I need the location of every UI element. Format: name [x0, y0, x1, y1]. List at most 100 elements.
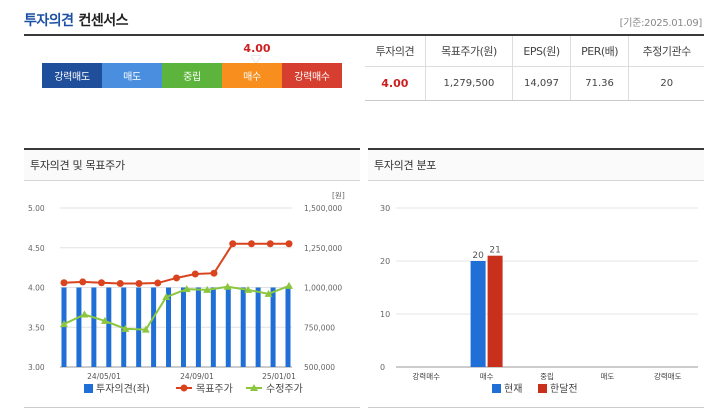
- consensus-header-row: 투자의견 목표주가(원) EPS(원) PER(배) 추정기관수: [365, 36, 704, 67]
- section-title: 투자의견 컨센서스: [24, 10, 129, 30]
- y-tick-label: 20: [380, 257, 390, 266]
- opinion-pointer-icon: [251, 56, 261, 63]
- y-right-tick-label: 750,000: [304, 323, 335, 332]
- y-tick-label: 30: [380, 204, 390, 213]
- y-right-tick-label: 1,000,000: [304, 284, 342, 293]
- series-point: [60, 279, 68, 287]
- opinion-bar: [255, 287, 261, 367]
- legend-swatch: [180, 384, 188, 392]
- opinion-scale-segment: 중립: [162, 63, 222, 88]
- distribution-bar: [470, 261, 486, 367]
- series-point: [173, 274, 180, 282]
- series-point: [100, 316, 109, 324]
- y-tick-label: 10: [380, 310, 390, 319]
- series-point: [135, 280, 143, 288]
- consensus-value-cell: 4.00: [365, 66, 426, 101]
- series-point: [203, 285, 212, 293]
- series-point: [229, 240, 237, 248]
- y-right-unit-label: [원]: [332, 191, 345, 200]
- x-tick-label: 24/09/01: [180, 372, 214, 381]
- x-tick-label: 매수: [480, 372, 494, 381]
- opinion-scale-segment: 강력매수: [282, 63, 342, 88]
- top-divider: [24, 34, 704, 36]
- opinion-bar: [166, 287, 172, 367]
- bar-data-label: 20: [472, 251, 484, 261]
- consensus-header-cell: EPS(원): [512, 36, 571, 67]
- reference-date: [기준:2025.01.09]: [619, 18, 703, 29]
- legend-label: 투자의견(좌): [96, 383, 150, 395]
- legend-swatch: [538, 384, 547, 393]
- opinion-bar: [180, 287, 186, 367]
- consensus-header-cell: PER(배): [569, 36, 629, 67]
- panel-title-right: 투자의견 분포: [368, 148, 704, 181]
- opinion-bar: [151, 287, 157, 367]
- opinion-bar: [136, 287, 142, 367]
- y-left-tick-label: 4.50: [28, 244, 45, 253]
- x-tick-label: 강력매수: [412, 371, 440, 381]
- opinion-score-value: 4.00: [243, 42, 271, 55]
- legend-label: 한달전: [550, 383, 578, 395]
- consensus-value-cell: 71.36: [569, 66, 629, 101]
- opinion-scale-segment: 매도: [102, 63, 162, 88]
- series-line: [63, 284, 290, 331]
- series-point: [191, 270, 199, 278]
- series-point: [244, 285, 253, 293]
- series-point: [121, 324, 130, 332]
- series-point: [98, 279, 105, 287]
- y-right-tick-label: 1,250,000: [304, 244, 342, 253]
- consensus-header-cell: 목표주가(원): [424, 36, 513, 67]
- distribution-bar: [487, 255, 503, 367]
- y-left-tick-label: 5.00: [28, 204, 45, 213]
- y-right-tick-label: 500,000: [304, 363, 335, 372]
- series-point: [248, 240, 255, 248]
- x-tick-label: 24/05/01: [87, 372, 121, 381]
- x-tick-label: 중립: [540, 372, 554, 381]
- panel-title-left: 투자의견 및 목표주가: [24, 148, 360, 181]
- y-right-tick-label: 1,500,000: [304, 204, 342, 213]
- series-point: [141, 325, 150, 333]
- opinion-bar: [270, 287, 276, 367]
- legend-swatch: [84, 384, 93, 393]
- x-tick-label: 매도: [600, 372, 614, 381]
- x-tick-label: 25/01/01: [262, 372, 296, 381]
- consensus-table: 투자의견 목표주가(원) EPS(원) PER(배) 추정기관수 4.00 1,279,5…: [365, 36, 704, 101]
- x-tick-label: 강력매도: [654, 371, 682, 381]
- consensus-value-cell: 1,279,500: [424, 66, 513, 101]
- title-sub: 컨센서스: [78, 13, 129, 29]
- legend-label: 목표주가: [196, 383, 233, 395]
- opinion-bar: [91, 287, 97, 367]
- y-left-tick-label: 4.00: [28, 284, 45, 293]
- opinion-bar: [285, 287, 291, 367]
- series-point: [285, 240, 293, 248]
- y-left-tick-label: 3.00: [28, 363, 45, 372]
- y-left-tick-label: 3.50: [28, 323, 45, 332]
- consensus-header-cell: 투자의견: [365, 36, 426, 67]
- series-point: [60, 320, 68, 328]
- opinion-bar: [76, 287, 82, 367]
- series-point: [223, 282, 232, 290]
- series-point: [266, 240, 274, 248]
- series-point: [182, 285, 191, 293]
- series-point: [210, 269, 218, 277]
- opinion-scale-bar: 강력매도 매도 중립 매수 강력매수: [42, 63, 342, 88]
- title-main: 투자의견: [24, 13, 74, 29]
- series-point: [116, 280, 124, 288]
- opinion-distribution-panel: 투자의견 분포 30 20 10 0 강력매수 매수 20 21 중립 매도 강력매도 현재 한달전: [368, 148, 704, 408]
- opinion-scale-segment: 매수: [222, 63, 282, 88]
- opinion-bar: [195, 287, 201, 367]
- legend-label: 수정주가: [266, 383, 303, 395]
- opinion-bar: [61, 287, 67, 367]
- opinion-target-price-panel: 투자의견 및 목표주가 5.00 4.50 4.00 3.50 3.00 1,500,00…: [24, 148, 360, 408]
- consensus-value-row: 4.00 1,279,500 14,097 71.36 20: [365, 66, 704, 101]
- series-point: [80, 310, 89, 318]
- consensus-value-cell: 14,097: [512, 66, 571, 101]
- y-tick-label: 0: [380, 363, 385, 372]
- opinion-bar: [210, 287, 216, 367]
- series-point: [162, 293, 171, 301]
- series-point: [285, 281, 293, 289]
- opinion-bar: [106, 287, 112, 367]
- series-point: [79, 278, 87, 286]
- series-point: [154, 279, 162, 287]
- opinion-target-price-chart: 5.00 4.50 4.00 3.50 3.00 1,500,000 1,250,000 1,…: [28, 191, 345, 395]
